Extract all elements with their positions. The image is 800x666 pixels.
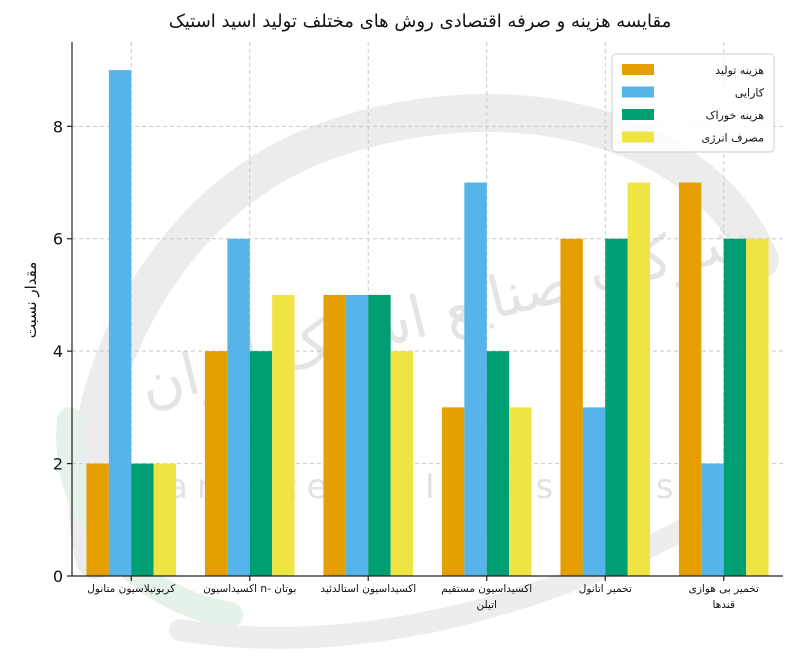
legend: هزینه تولید کارایی هزینه خوراک مصرف انرژی — [611, 53, 775, 153]
y-tick-label: 0 — [53, 567, 63, 586]
bar — [701, 463, 724, 576]
bar — [560, 238, 583, 576]
bar — [227, 238, 250, 576]
x-tick-label: قندها — [713, 599, 735, 611]
y-tick-label: 4 — [53, 342, 63, 361]
bar — [486, 351, 510, 576]
legend-label: مصرف انرژی — [701, 132, 764, 145]
y-axis-ticks: 0 2 4 6 8 — [53, 117, 72, 586]
bar — [108, 70, 132, 577]
bar — [390, 351, 414, 576]
x-tick-label: اتیلن — [477, 599, 497, 611]
x-tick-label: تخمیر بی هوازی — [689, 583, 759, 595]
watermark-swoosh-gray — [68, 94, 779, 579]
x-axis-category-labels: کربونیلاسیون متانول اکسیداسیون n- بوتان اک… — [87, 576, 759, 611]
legend-swatch — [622, 109, 654, 120]
legend-label: هزینه خوراک — [706, 109, 765, 122]
bar — [582, 407, 606, 576]
bar — [323, 294, 346, 576]
bar — [368, 294, 391, 576]
bar — [509, 407, 532, 576]
legend-box — [611, 53, 775, 153]
x-tick-label: اکسیداسیون n- بوتان — [203, 583, 296, 595]
bar — [678, 182, 702, 577]
bar — [153, 463, 177, 576]
bar — [204, 351, 228, 576]
legend-label: هزینه تولید — [715, 64, 764, 77]
x-tick-label: کربونیلاسیون متانول — [87, 583, 175, 595]
bar — [723, 238, 747, 576]
x-tick-label: اکسیداسیون استالدئید — [320, 583, 416, 595]
legend-swatch — [622, 64, 654, 75]
bar — [627, 182, 651, 577]
legend-swatch — [622, 86, 654, 98]
y-tick-label: 8 — [53, 117, 63, 136]
bar — [131, 463, 154, 576]
x-tick-label: تخمیر اتانول — [579, 583, 632, 595]
bar — [605, 238, 628, 576]
bar — [441, 407, 465, 576]
y-axis-label: مقدار نسبت — [22, 262, 40, 339]
y-tick-label: 2 — [53, 455, 63, 474]
bar — [249, 351, 273, 576]
legend-label: کارایی — [735, 87, 765, 100]
bar — [746, 238, 769, 576]
y-tick-label: 6 — [53, 230, 63, 249]
bar — [464, 182, 487, 577]
legend-swatch — [622, 131, 654, 143]
bar — [272, 294, 295, 576]
bar — [86, 463, 109, 576]
bar — [345, 294, 369, 576]
plot-area — [71, 42, 783, 577]
x-tick-label: اکسیداسیون مستقیم — [441, 583, 532, 595]
chart-title: مقایسه هزینه و صرفه اقتصادی روش های مختل… — [169, 11, 671, 32]
